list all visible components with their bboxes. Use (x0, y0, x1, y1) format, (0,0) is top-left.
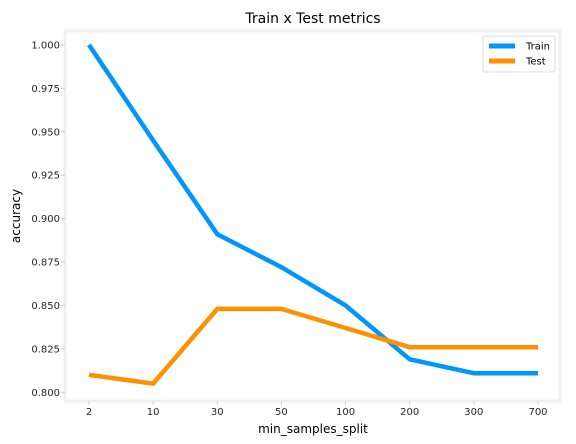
series-line-train (87, 43, 538, 376)
x-tick-label: 2 (86, 407, 92, 418)
y-tick-label: 1.000 (31, 40, 60, 51)
plot-frame (63, 29, 562, 403)
legend: Train Test (482, 35, 556, 73)
x-axis-ticks: 2 10 30 50 100 200 300 700 (86, 401, 548, 418)
y-axis-ticks: 0.800 0.825 0.850 0.875 0.900 0.925 0.950 0.975… (31, 40, 65, 399)
x-tick-label: 100 (336, 407, 355, 418)
y-tick-label: 0.925 (31, 171, 60, 182)
chart-title: Train x Test metrics (244, 11, 380, 27)
y-tick-label: 0.900 (31, 214, 60, 225)
x-tick-label: 30 (211, 407, 224, 418)
x-tick-label: 10 (147, 407, 160, 418)
legend-label-train: Train (525, 42, 550, 53)
x-tick-label: 300 (464, 407, 483, 418)
x-axis-label: min_samples_split (258, 422, 368, 436)
y-axis-label: accuracy (9, 189, 23, 243)
x-tick-label: 50 (275, 407, 288, 418)
y-tick-label: 0.975 (31, 84, 60, 95)
x-tick-label: 700 (528, 407, 547, 418)
y-tick-label: 0.950 (31, 127, 60, 138)
series-line-test (88, 306, 538, 386)
series-lines (87, 43, 538, 386)
y-tick-label: 0.825 (31, 344, 60, 355)
legend-label-test: Test (525, 57, 546, 68)
y-tick-label: 0.800 (31, 388, 60, 399)
y-tick-label: 0.875 (31, 258, 60, 269)
y-tick-label: 0.850 (31, 301, 60, 312)
x-tick-label: 200 (400, 407, 419, 418)
